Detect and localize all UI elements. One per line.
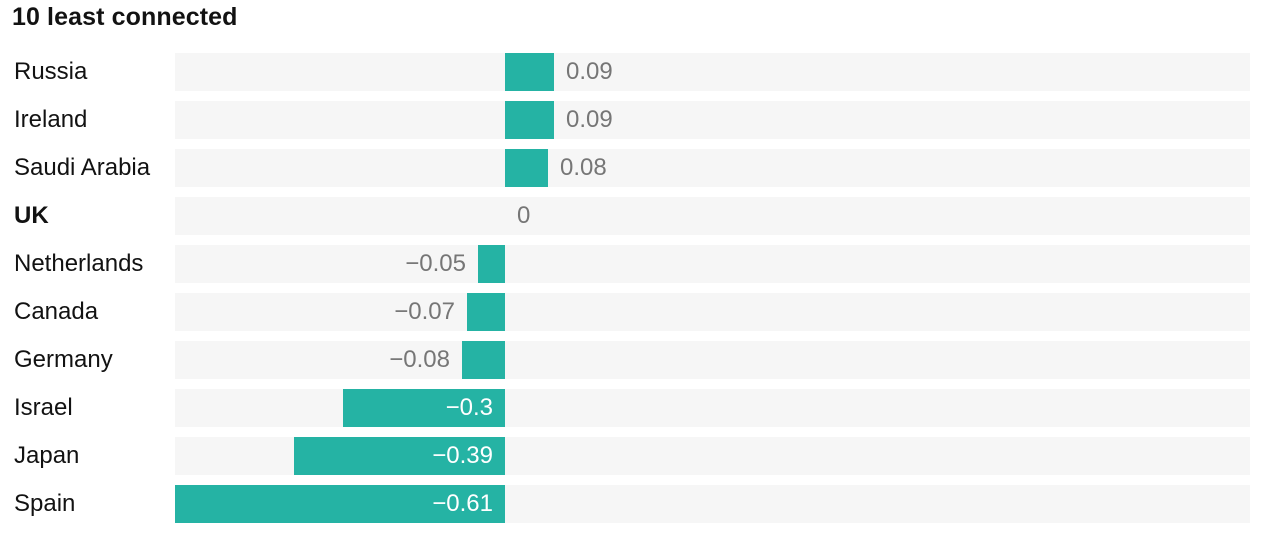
value-label: 0 — [517, 202, 531, 229]
chart-title: 10 least connected — [12, 3, 238, 31]
category-label: Israel — [14, 394, 73, 421]
value-label: −0.39 — [432, 442, 493, 469]
bar — [294, 437, 505, 475]
bar-track: −0.3 — [175, 389, 1250, 427]
bar-track: −0.08 — [175, 341, 1250, 379]
value-label: −0.05 — [405, 250, 466, 277]
bar — [505, 53, 554, 91]
bar — [478, 245, 505, 283]
bar-track: −0.07 — [175, 293, 1250, 331]
value-label: −0.3 — [445, 394, 493, 421]
chart-row: Japan −0.39 — [0, 437, 1268, 475]
bar — [462, 341, 505, 379]
bar — [505, 149, 548, 187]
category-label: Ireland — [14, 106, 88, 133]
bar-track: −0.39 — [175, 437, 1250, 475]
value-label: 0.09 — [566, 58, 613, 85]
bar-track: −0.61 — [175, 485, 1250, 523]
bar-track: 0.09 — [175, 101, 1250, 139]
chart-row: Spain −0.61 — [0, 485, 1268, 523]
bar-track: 0 — [175, 197, 1250, 235]
value-label: 0.09 — [566, 106, 613, 133]
chart-row: Israel −0.3 — [0, 389, 1268, 427]
bar-track: −0.05 — [175, 245, 1250, 283]
chart-row: Saudi Arabia 0.08 — [0, 149, 1268, 187]
value-label: −0.61 — [432, 490, 493, 517]
bar — [343, 389, 505, 427]
value-label: −0.07 — [394, 298, 455, 325]
category-label: Canada — [14, 298, 99, 325]
category-label: Netherlands — [14, 250, 144, 277]
chart-row: Netherlands −0.05 — [0, 245, 1268, 283]
bar — [505, 101, 554, 139]
category-label: Japan — [14, 442, 80, 469]
chart-row: UK 0 — [0, 197, 1268, 235]
category-label: Russia — [14, 58, 88, 85]
bar-track: 0.09 — [175, 53, 1250, 91]
chart-row: Ireland 0.09 — [0, 101, 1268, 139]
bar — [467, 293, 505, 331]
value-label: 0.08 — [560, 154, 607, 181]
bar-track: 0.08 — [175, 149, 1250, 187]
value-label: −0.08 — [389, 346, 450, 373]
chart-row: Germany −0.08 — [0, 341, 1268, 379]
category-label: Germany — [14, 346, 113, 373]
category-label: UK — [14, 202, 49, 229]
chart-row: Russia 0.09 — [0, 53, 1268, 91]
category-label: Saudi Arabia — [14, 154, 151, 181]
chart-row: Canada −0.07 — [0, 293, 1268, 331]
chart-rows: Russia 0.09 Ireland 0.09 Saudi Arabia 0.08 UK 0… — [0, 53, 1268, 533]
category-label: Spain — [14, 490, 76, 517]
bar — [175, 485, 505, 523]
